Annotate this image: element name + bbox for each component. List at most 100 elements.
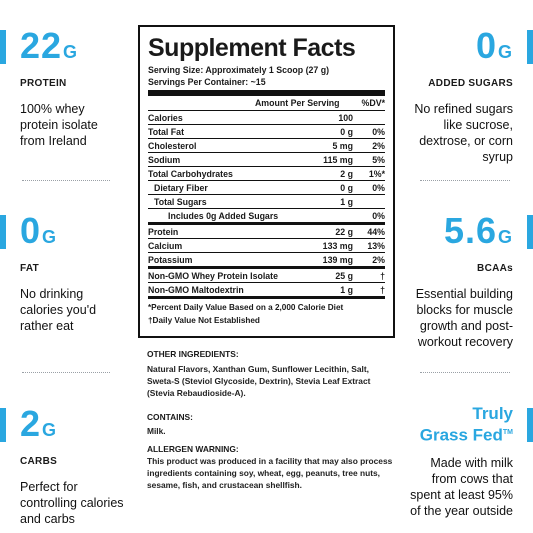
contains-text: Milk.	[147, 426, 166, 436]
stat-value: 2G	[20, 403, 58, 444]
divider	[148, 222, 385, 225]
footnote-not-established: †Daily Value Not Established	[148, 316, 260, 325]
ingredients-section: OTHER INGREDIENTS: Natural Flavors, Xant…	[147, 346, 397, 491]
nutrient-dv: †	[380, 284, 385, 295]
stat-value: 22G	[20, 25, 79, 66]
nutrient-row: Total Carbohydrates 2 g 1%*	[148, 166, 385, 180]
stat-caption: CARBS	[20, 456, 58, 467]
nutrient-name: Sodium	[148, 154, 181, 165]
accent-bar-added-sugars	[527, 30, 533, 64]
nutrient-dv: 13%	[367, 240, 385, 251]
nutrient-name: Includes 0g Added Sugars	[168, 210, 279, 221]
grass-fed-title: Truly Grass FedTM	[419, 404, 513, 445]
stat-caption: ADDED SUGARS	[428, 78, 513, 89]
nutrient-amount: 5 mg	[332, 140, 353, 151]
stat-caption: BCAAs	[477, 263, 513, 274]
amount-per-serving-header: Amount Per Serving	[254, 98, 340, 108]
divider	[148, 296, 385, 299]
nutrient-amount: 100	[338, 112, 353, 123]
label-title: Supplement Facts	[148, 34, 356, 62]
nutrient-row: Sodium 115 mg 5%	[148, 152, 385, 166]
nutrient-row: Includes 0g Added Sugars 0%	[148, 208, 385, 222]
nutrient-name: Protein	[148, 226, 179, 237]
nutrient-dv: †	[380, 270, 385, 281]
nutrient-name: Calories	[148, 112, 183, 123]
nutrient-dv: 0%	[372, 210, 385, 221]
divider	[148, 90, 385, 96]
contains-heading: CONTAINS:	[147, 412, 193, 422]
nutrient-row: Non-GMO Maltodextrin 1 g †	[148, 282, 385, 296]
stat-description: Perfect for controlling calories and carbs	[20, 480, 124, 526]
nutrient-row: Total Sugars 1 g	[148, 194, 385, 208]
nutrient-row: Calcium 133 mg 13%	[148, 238, 385, 252]
separator	[22, 180, 110, 181]
stat-added-sugars: 0G ADDED SUGARS No refined sugars like su…	[398, 28, 513, 165]
nutrient-dv: 1%*	[368, 168, 385, 179]
nutrient-name: Non-GMO Whey Protein Isolate	[148, 270, 279, 281]
nutrient-amount: 0 g	[340, 126, 353, 137]
allergen-heading: ALLERGEN WARNING:	[147, 444, 239, 454]
nutrient-name: Cholesterol	[148, 140, 197, 151]
stat-description: Made with milk from cows that spent at lea…	[410, 455, 513, 518]
nutrient-dv: 5%	[372, 154, 385, 165]
stat-grass-fed: Truly Grass FedTM Made with milk from cow…	[398, 404, 513, 519]
nutrient-amount: 1 g	[340, 284, 353, 295]
separator	[22, 372, 110, 373]
nutrient-name: Non-GMO Maltodextrin	[148, 284, 244, 295]
servings-per-container: Servings Per Container: ~15	[148, 77, 266, 87]
stat-carbs: 2G CARBS Perfect for controlling calories…	[20, 406, 140, 527]
nutrient-name: Total Carbohydrates	[148, 168, 233, 179]
nutrient-row: Cholesterol 5 mg 2%	[148, 138, 385, 152]
other-ingredients-text: Natural Flavors, Xanthan Gum, Sunflower …	[147, 364, 371, 398]
nutrient-amount: 139 mg	[322, 254, 353, 265]
stat-description: 100% whey protein isolate from Ireland	[20, 102, 98, 148]
nutrient-rows: Calories 100 Total Fat 0 g 0% Cholesterol 5 mg…	[148, 110, 385, 296]
nutrient-dv: 2%	[372, 254, 385, 265]
stat-value: 5.6G	[443, 210, 513, 251]
nutrient-row: Non-GMO Whey Protein Isolate 25 g †	[148, 269, 385, 282]
stat-bcaas: 5.6G BCAAs Essential building blocks for …	[398, 213, 513, 350]
accent-bar-protein	[0, 30, 6, 64]
nutrient-amount: 133 mg	[322, 240, 353, 251]
nutrient-dv: 0%	[372, 182, 385, 193]
separator	[420, 180, 510, 181]
nutrient-row: Protein 22 g 44%	[148, 225, 385, 238]
stat-caption: PROTEIN	[20, 78, 67, 89]
nutrient-row: Total Fat 0 g 0%	[148, 124, 385, 138]
nutrient-row: Dietary Fiber 0 g 0%	[148, 180, 385, 194]
stat-description: No refined sugars like sucrose, dextrose, …	[414, 102, 513, 164]
serving-size: Serving Size: Approximately 1 Scoop (27 …	[148, 65, 330, 75]
nutrient-amount: 0 g	[340, 182, 353, 193]
nutrient-row: Calories 100	[148, 110, 385, 124]
nutrient-dv: 0%	[372, 126, 385, 137]
nutrient-amount: 115 mg	[323, 154, 353, 165]
nutrient-name: Total Fat	[148, 126, 184, 137]
nutrient-amount: 2 g	[340, 168, 353, 179]
nutrient-amount: 1 g	[340, 196, 353, 207]
nutrient-dv: 44%	[367, 226, 385, 237]
footnote-dv: *Percent Daily Value Based on a 2,000 Ca…	[148, 303, 344, 312]
nutrient-dv: 2%	[372, 140, 385, 151]
other-ingredients-heading: OTHER INGREDIENTS:	[147, 349, 239, 359]
accent-bar-bcaas	[527, 215, 533, 249]
nutrient-amount: 22 g	[335, 226, 353, 237]
supplement-facts-label: Supplement Facts Serving Size: Approxima…	[138, 25, 395, 338]
accent-bar-carbs	[0, 408, 6, 442]
stat-description: Essential building blocks for muscle growt…	[415, 287, 513, 349]
label-header-row: Amount Per Serving %DV*	[148, 96, 385, 110]
stat-description: No drinking calories you'd rather eat	[20, 287, 97, 333]
accent-bar-fat	[0, 215, 6, 249]
stat-protein: 22G PROTEIN 100% whey protein isolate from…	[20, 28, 130, 149]
stat-value: 0G	[20, 210, 58, 251]
dv-header: %DV*	[361, 98, 385, 108]
stat-fat: 0G FAT No drinking calories you'd rather e…	[20, 213, 130, 334]
separator	[420, 372, 510, 373]
nutrient-amount: 25 g	[335, 270, 353, 281]
divider	[148, 266, 385, 269]
nutrient-row: Potassium 139 mg 2%	[148, 252, 385, 266]
nutrient-name: Potassium	[148, 254, 193, 265]
allergen-text: This product was produced in a facility …	[147, 456, 393, 490]
nutrient-name: Total Sugars	[154, 196, 207, 207]
stat-caption: FAT	[20, 263, 40, 274]
nutrient-name: Dietary Fiber	[154, 182, 208, 193]
